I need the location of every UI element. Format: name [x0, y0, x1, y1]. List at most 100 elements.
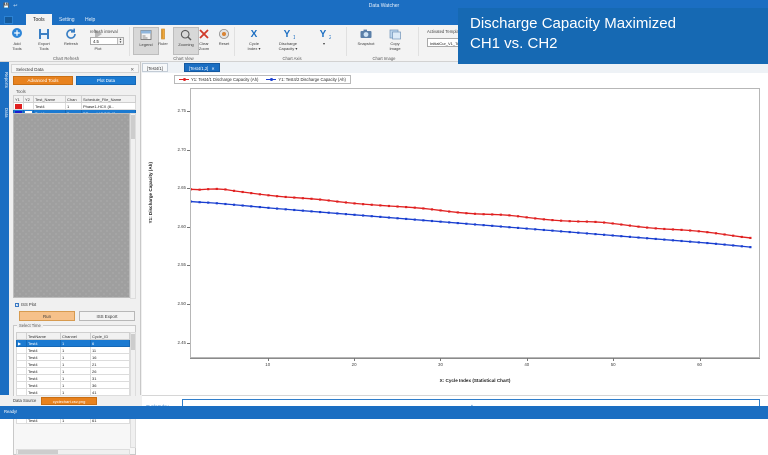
- group-separator: [346, 27, 347, 56]
- time-vertical-scrollbar[interactable]: [130, 332, 136, 448]
- plot-data-button[interactable]: Plot Data: [76, 76, 136, 85]
- row-marker: [16, 353, 27, 361]
- y-tick-mark: [187, 304, 190, 305]
- tools-vertical-scrollbar[interactable]: [130, 113, 136, 299]
- cycle-cell: 6: [90, 339, 130, 347]
- x-axis-label: Cycle Index ▾: [247, 41, 261, 51]
- table-row[interactable]: Test4 1 36: [16, 381, 130, 389]
- col-y2[interactable]: Y2: [23, 95, 34, 103]
- x-tick-label: 60: [697, 362, 702, 367]
- legend-button[interactable]: Legend: [133, 27, 159, 55]
- document-tab-test4-1[interactable]: [Test4/1]: [142, 63, 168, 72]
- group-title-chart-view: Chart View: [173, 56, 194, 61]
- ribbon-tab-strip: Tools Setting Help: [0, 14, 768, 25]
- ribbon-tab-tools[interactable]: Tools: [26, 14, 52, 25]
- close-icon[interactable]: ✕: [130, 67, 134, 72]
- checkbox-icon[interactable]: [15, 302, 19, 307]
- add-tools-button[interactable]: Add Tools: [4, 27, 30, 55]
- table-row[interactable]: ▶ Test4 1 6: [16, 339, 130, 347]
- table-row[interactable]: Test4 1 31: [16, 374, 130, 382]
- vertical-tab-reports[interactable]: Reports: [4, 71, 9, 89]
- svg-text:Y: Y: [284, 29, 291, 40]
- clear-zoom-button[interactable]: Clear Zoom: [194, 27, 214, 55]
- y1-color-cell[interactable]: [13, 102, 24, 110]
- legend-item-series1[interactable]: Y1: Test4/1 Discharge Capacity (Ah): [179, 77, 258, 82]
- x-tick-label: 20: [351, 362, 357, 367]
- table-row[interactable]: Test4 1 16: [16, 353, 130, 361]
- table-row[interactable]: Test4 1 26: [16, 367, 130, 375]
- vertical-tab-data[interactable]: Data: [4, 108, 9, 118]
- cycle-cell: 41: [90, 388, 130, 396]
- plot-svg: [191, 187, 752, 249]
- x-tick-label: 10: [265, 362, 271, 367]
- clear-zoom-icon: [197, 27, 211, 41]
- col-test-name[interactable]: Test_Name: [33, 95, 66, 103]
- refresh-interval-input[interactable]: 4.5 ▲ ▼: [90, 37, 124, 45]
- refresh-button[interactable]: Refresh: [58, 27, 84, 55]
- row-marker: [16, 381, 27, 389]
- tools-empty-area: [13, 113, 130, 298]
- chart-legend[interactable]: Y1: Test4/1 Discharge Capacity (Ah) Y1: …: [174, 75, 351, 84]
- col-y1[interactable]: Y1: [13, 95, 24, 103]
- caption-line-2: CH1 vs. CH2: [470, 35, 558, 52]
- time-horizontal-scrollbar[interactable]: [16, 449, 130, 455]
- col-channel[interactable]: Channel: [60, 332, 91, 340]
- y2-color-cell[interactable]: [23, 102, 34, 110]
- table-row[interactable]: Test4 1 21: [16, 360, 130, 368]
- scrollbar-thumb[interactable]: [131, 115, 135, 139]
- channel-cell: 1: [60, 374, 91, 382]
- zooming-button[interactable]: Zooming: [173, 27, 199, 55]
- close-icon[interactable]: ✕: [211, 66, 215, 71]
- col-schedule[interactable]: Schedule_File_Name: [81, 95, 136, 103]
- document-tab-test4-1-2[interactable]: [Test4/1,2] ✕: [184, 63, 220, 72]
- scrollbar-thumb[interactable]: [18, 450, 58, 454]
- run-button[interactable]: Run: [19, 311, 75, 321]
- cycle-cell: 16: [90, 353, 130, 361]
- reset-label: Reset: [218, 41, 230, 46]
- legend-item-series2[interactable]: Y1: Test4/2 Discharge Capacity (Ah): [266, 77, 346, 82]
- reset-button[interactable]: Reset: [214, 27, 234, 55]
- scrollbar-thumb[interactable]: [131, 334, 135, 350]
- testname-cell: Test4: [26, 381, 61, 389]
- quick-access-toolbar[interactable]: 💾 ↩: [3, 3, 17, 9]
- plot-area[interactable]: [190, 88, 760, 358]
- ribbon-tab-setting[interactable]: Setting: [59, 17, 75, 23]
- col-chan[interactable]: Chan: [65, 95, 82, 103]
- y-tick-mark: [187, 188, 190, 190]
- ruler-button[interactable]: Ruler: [154, 27, 172, 55]
- table-row[interactable]: Test4 1 41: [16, 388, 130, 396]
- undo-icon[interactable]: ↩: [13, 3, 18, 9]
- snapshot-button[interactable]: Snapshot: [353, 27, 379, 55]
- save-icon[interactable]: 💾: [3, 3, 10, 9]
- series1-color-swatch: [15, 103, 22, 109]
- copy-image-button[interactable]: Copy Image: [382, 27, 408, 55]
- table-row[interactable]: Test4 1 11: [16, 346, 130, 354]
- x-tick-mark: [354, 358, 356, 361]
- export-tools-button[interactable]: Export Tools: [31, 27, 57, 55]
- zoom-icon: [179, 28, 193, 42]
- test-name-cell: Test4: [33, 102, 66, 110]
- cycle-cell: 31: [90, 374, 130, 382]
- col-marker[interactable]: [16, 332, 27, 340]
- iss-export-button[interactable]: ISS Export: [79, 311, 135, 321]
- row-marker: ▶: [16, 339, 27, 347]
- svg-text:1: 1: [293, 35, 295, 41]
- y-tick-mark: [187, 149, 190, 151]
- col-testname[interactable]: TestName: [26, 332, 61, 340]
- x-axis-button[interactable]: X Cycle Index ▾: [239, 27, 269, 55]
- spinner-arrows-icon[interactable]: ▲ ▼: [117, 37, 123, 44]
- table-row[interactable]: Test4 1 Phase1-HCX (8...: [13, 102, 136, 110]
- x-tick-label: 40: [524, 362, 530, 367]
- iss-plot-checkbox[interactable]: ISS Plot: [15, 302, 36, 307]
- col-cycle-id[interactable]: Cycle_ID: [90, 332, 130, 340]
- ribbon-tab-help[interactable]: Help: [85, 17, 96, 23]
- advanced-tools-button[interactable]: Advanced Tools: [13, 76, 73, 85]
- group-title-chart-refresh: Chart Refresh: [52, 56, 80, 61]
- ribbon-group-chart-view: Legend Ruler Zooming Clear Zoom: [132, 25, 235, 62]
- data-source-value[interactable]: cyclechart.csv.png: [41, 397, 97, 405]
- svg-text:Y: Y: [320, 29, 327, 40]
- ribbon-tab-file[interactable]: [4, 16, 13, 24]
